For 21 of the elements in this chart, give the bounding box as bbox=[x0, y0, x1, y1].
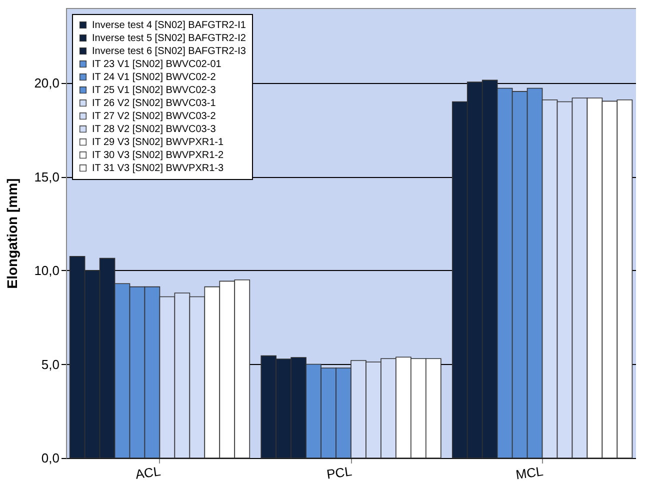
legend-label: IT 30 V3 [SN02] BWVPXR1-2 bbox=[92, 150, 224, 161]
legend-label: IT 24 V1 [SN02] BWVC02-2 bbox=[92, 72, 216, 83]
x-tick-label: PCL bbox=[326, 464, 353, 482]
legend-label: IT 26 V2 [SN02] BWVC03-1 bbox=[92, 98, 216, 109]
legend-label: IT 31 V3 [SN02] BWVPXR1-3 bbox=[92, 163, 224, 174]
y-tick-label: 10,0 bbox=[34, 263, 60, 278]
legend-label: Inverse test 5 [SN02] BAFGTR2-I2 bbox=[92, 33, 246, 44]
y-tick-label: 5,0 bbox=[41, 356, 60, 372]
x-tick-label: ACL bbox=[134, 464, 162, 482]
x-tick-label: MCL bbox=[514, 464, 544, 482]
legend-label: Inverse test 6 [SN02] BAFGTR2-I3 bbox=[92, 46, 246, 57]
legend-label: IT 23 V1 [SN02] BWVC02-01 bbox=[92, 59, 222, 70]
y-tick-label: 0,0 bbox=[41, 450, 60, 466]
legend-label: Inverse test 4 [SN02] BAFGTR2-I1 bbox=[92, 20, 246, 31]
legend-label: IT 27 V2 [SN02] BWVC03-2 bbox=[92, 111, 216, 122]
legend-label: IT 25 V1 [SN02] BWVC02-3 bbox=[92, 85, 216, 96]
y-axis-title: Elongation [mm] bbox=[4, 178, 20, 289]
legend-label: IT 28 V2 [SN02] BWVC03-3 bbox=[92, 124, 216, 135]
y-tick-label: 20,0 bbox=[34, 76, 60, 90]
y-tick-label: 15,0 bbox=[34, 169, 60, 184]
legend-label: IT 29 V3 [SN02] BWVPXR1-1 bbox=[92, 137, 224, 148]
